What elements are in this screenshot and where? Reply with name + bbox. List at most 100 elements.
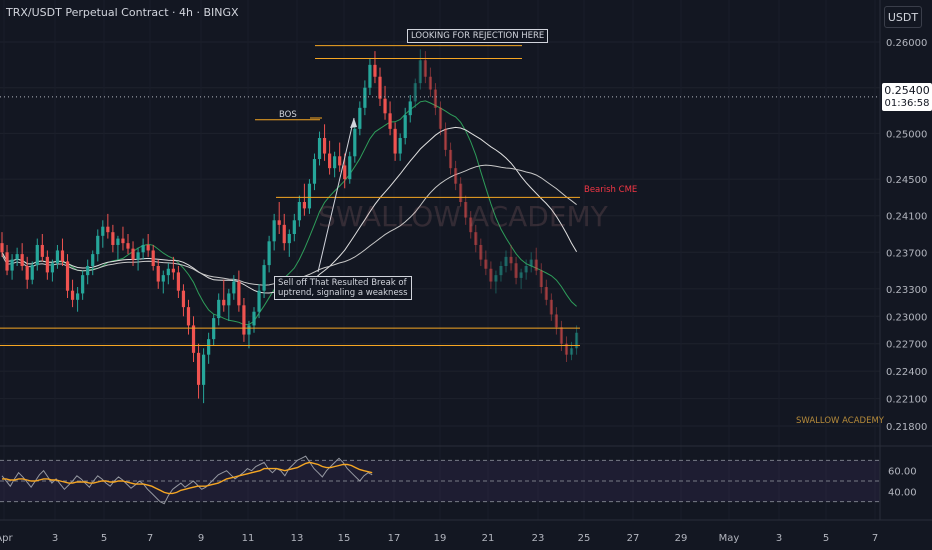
candle-body: [443, 128, 448, 150]
last-price-tag: 0.25400 01:36:58: [882, 83, 932, 111]
y-tick-label: 0.24100: [886, 212, 927, 223]
candle-body: [454, 168, 458, 184]
candle-body: [519, 272, 523, 278]
candle-body: [403, 115, 407, 138]
candle-body: [328, 153, 332, 169]
candle-body: [0, 243, 4, 253]
candle-body: [433, 89, 438, 108]
candle-body: [317, 138, 322, 160]
candle-body: [96, 235, 100, 255]
y-tick-label: 0.25000: [886, 129, 927, 140]
candle-body: [55, 250, 60, 264]
candle-body: [524, 266, 528, 273]
candle-body: [474, 232, 478, 245]
candle-body: [287, 234, 291, 244]
price-axis[interactable]: 0.260000.255000.250000.245000.241000.237…: [879, 0, 927, 520]
candle-body: [10, 259, 14, 271]
candle-body: [459, 183, 463, 202]
candle-body: [202, 354, 206, 385]
bar-countdown: 01:36:58: [884, 98, 930, 109]
rsi-ma-line: [2, 461, 373, 495]
candle-body: [227, 293, 231, 306]
candle-body: [398, 138, 402, 154]
x-tick-label: 9: [198, 533, 204, 544]
candle-body: [146, 244, 150, 251]
y-tick-label: 0.23000: [886, 312, 927, 323]
selloff-note[interactable]: Sell off That Resulted Break of uptrend,…: [274, 276, 412, 300]
candle-body: [373, 64, 377, 77]
trend-drawings: [310, 117, 357, 273]
candle-body: [277, 220, 281, 225]
candle-body: [292, 220, 296, 234]
y-tick-label: 0.21800: [886, 422, 927, 433]
y-tick-label: 0.22100: [886, 395, 927, 406]
candle-body: [81, 275, 85, 294]
selloff-note-line2: uptrend, signaling a weakness: [278, 288, 408, 298]
candle-body: [574, 332, 579, 349]
rsi-tick-label: 40.00: [888, 487, 917, 498]
candle-body: [121, 238, 125, 244]
candle-body: [489, 268, 493, 282]
x-tick-label: 17: [388, 533, 401, 544]
candle-body: [267, 241, 271, 266]
candle-body: [136, 252, 140, 260]
candle-body: [363, 87, 367, 108]
x-tick-label: 13: [291, 533, 304, 544]
selloff-arrow-line: [317, 117, 355, 273]
candle-body: [232, 281, 236, 294]
candle-body: [297, 202, 301, 221]
candle-body: [171, 268, 175, 273]
candle-body: [60, 250, 65, 262]
candle-body: [111, 232, 115, 245]
x-tick-label: 7: [147, 533, 153, 544]
time-axis[interactable]: Apr 3 5 7 9 11 13 15 17 19 21 23 25 27 29 May 3 5 7: [0, 519, 932, 544]
x-tick-label: 23: [532, 533, 545, 544]
candle-body: [217, 299, 221, 319]
x-tick-label: 3: [52, 533, 58, 544]
x-tick-label: 3: [776, 533, 782, 544]
bos-label: BOS: [279, 110, 297, 120]
candle-body: [222, 299, 226, 306]
y-tick-label: 0.22400: [886, 367, 927, 378]
candle-body: [237, 281, 241, 306]
candle-body: [282, 224, 286, 244]
candle-body: [70, 290, 75, 300]
candle-body: [484, 259, 488, 269]
candle-body: [418, 60, 422, 84]
watermark: SWALLOW ACADEMY: [318, 200, 608, 233]
x-tick-label: May: [719, 533, 740, 544]
candle-body: [408, 101, 412, 116]
candle-body: [348, 156, 352, 180]
candle-body: [247, 325, 251, 335]
candle-body: [413, 83, 417, 102]
x-tick-label: 21: [482, 533, 495, 544]
candle-body: [564, 343, 569, 355]
candle-body: [207, 339, 211, 355]
candle-body: [302, 202, 306, 209]
candle-body: [358, 107, 362, 129]
candle-body: [5, 252, 9, 271]
candle-body: [559, 327, 564, 344]
last-price-value: 0.25400: [884, 84, 930, 97]
candle-body: [479, 244, 483, 260]
candle-body: [448, 149, 453, 169]
candle-body: [65, 261, 70, 291]
candle-body: [191, 325, 196, 353]
selloff-note-line1: Sell off That Resulted Break of: [278, 278, 407, 288]
candle-body: [106, 226, 110, 233]
rsi-panel: 60.00 40.00: [0, 445, 932, 505]
rejection-note[interactable]: LOOKING FOR REJECTION HERE: [407, 29, 549, 43]
candle-body: [312, 159, 317, 184]
currency-button[interactable]: USDT: [884, 6, 922, 28]
candle-body: [116, 238, 120, 245]
horizontal-levels: [0, 45, 880, 347]
candle-body: [30, 265, 34, 280]
rsi-line: [1, 455, 373, 505]
candle-body: [534, 259, 538, 271]
candle-body: [368, 64, 372, 88]
candle-body: [509, 256, 513, 264]
x-tick-label: 7: [872, 533, 878, 544]
candle-body: [131, 248, 135, 260]
candle-body: [322, 138, 327, 154]
